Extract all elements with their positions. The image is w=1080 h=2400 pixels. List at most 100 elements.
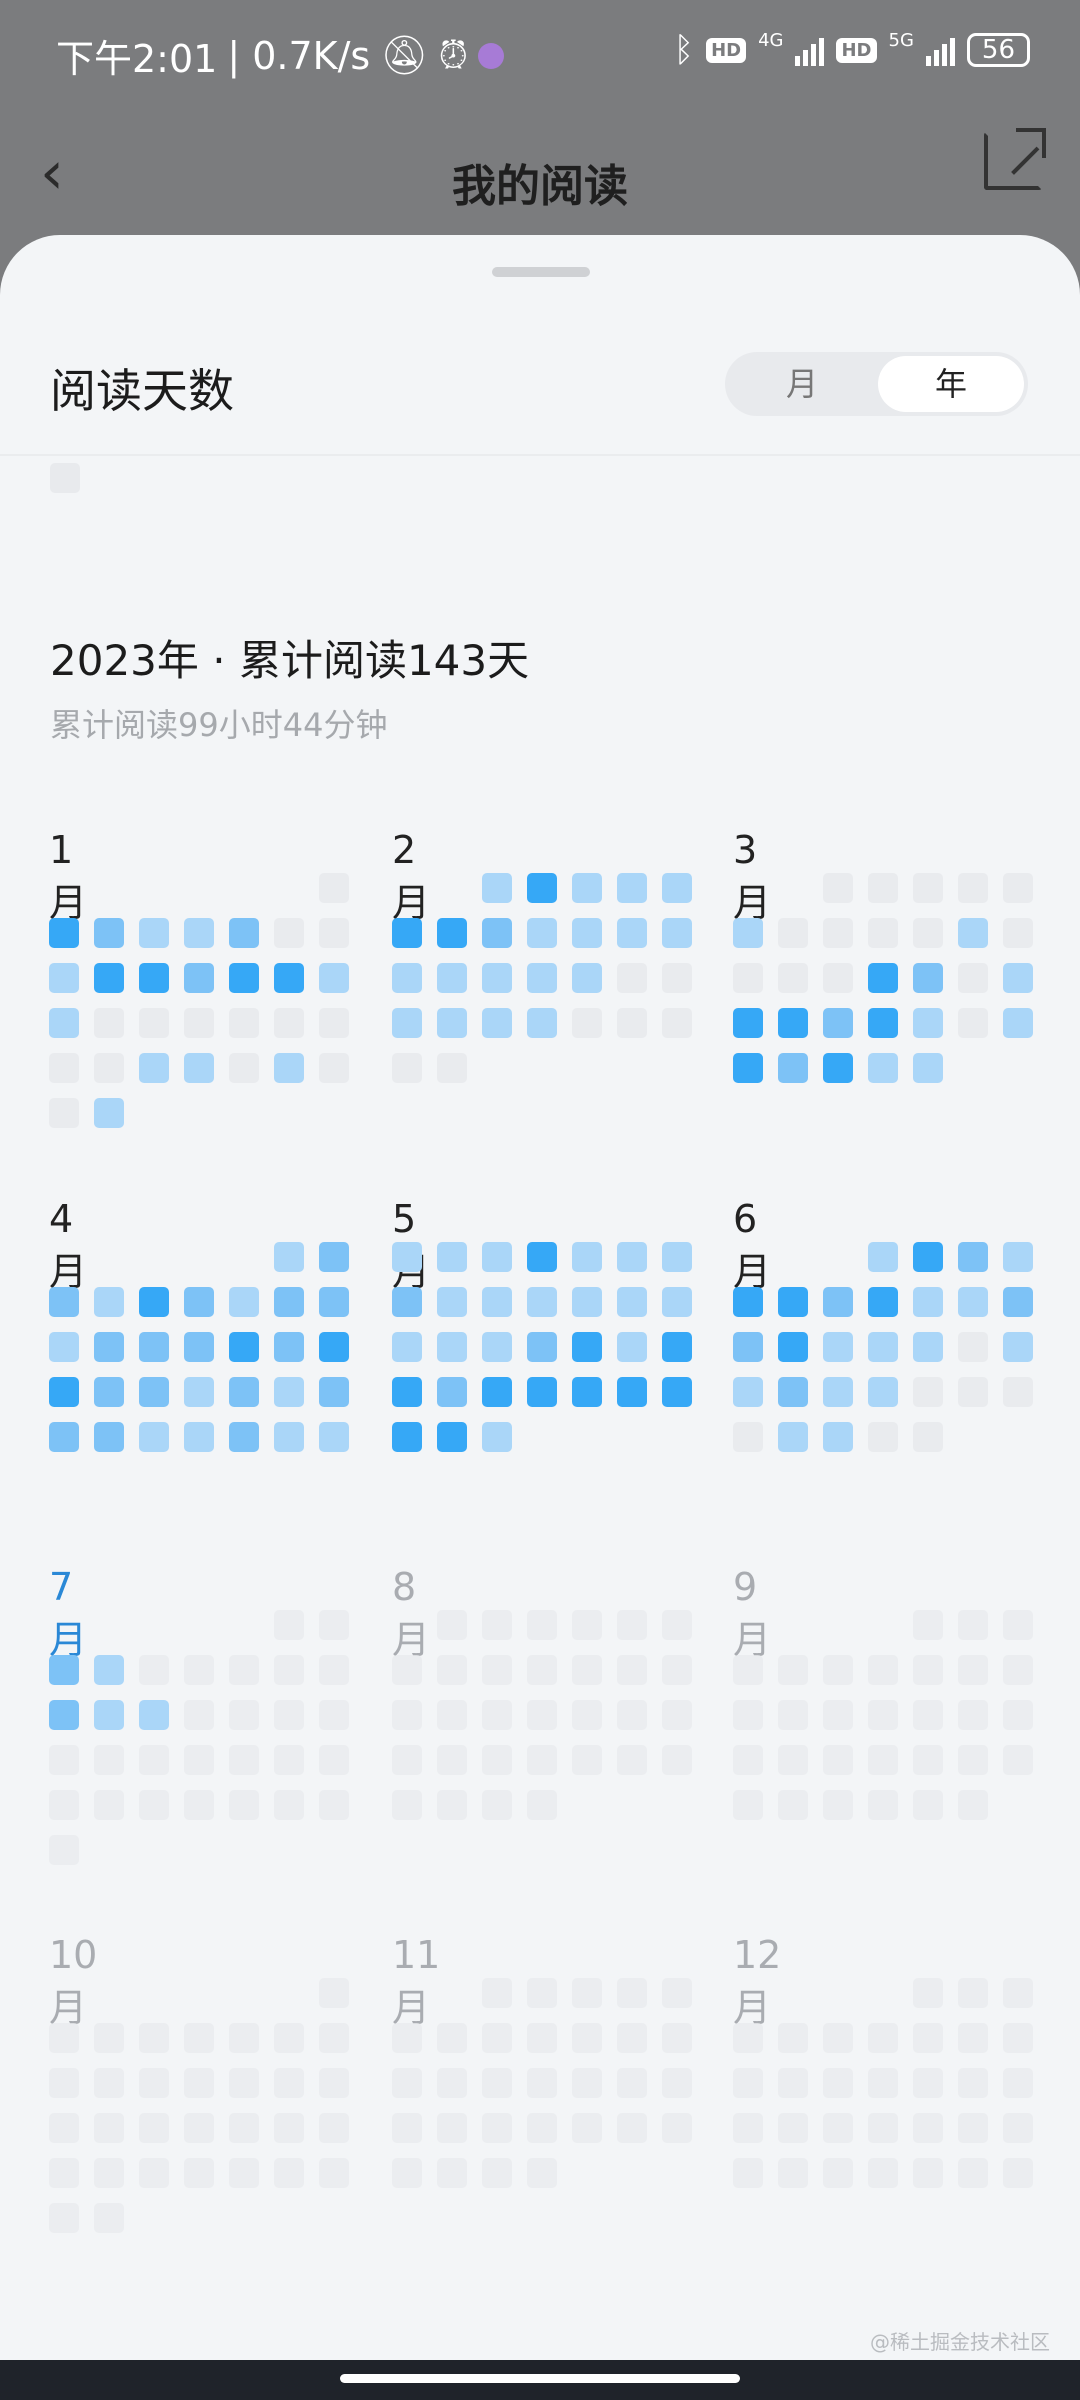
- day-cell[interactable]: [482, 918, 512, 948]
- day-cell[interactable]: [1003, 1008, 1033, 1038]
- day-cell[interactable]: [437, 1242, 467, 1272]
- day-cell[interactable]: [572, 1008, 602, 1038]
- share-icon[interactable]: [984, 128, 1046, 190]
- day-cell[interactable]: [437, 963, 467, 993]
- day-cell[interactable]: [572, 873, 602, 903]
- day-cell[interactable]: [527, 2068, 557, 2098]
- day-cell[interactable]: [913, 2068, 943, 2098]
- day-cell[interactable]: [392, 1053, 422, 1083]
- day-cell[interactable]: [392, 1745, 422, 1775]
- day-cell[interactable]: [527, 2023, 557, 2053]
- day-cell[interactable]: [868, 1700, 898, 1730]
- day-cell[interactable]: [958, 2023, 988, 2053]
- day-cell[interactable]: [868, 918, 898, 948]
- day-cell[interactable]: [958, 2068, 988, 2098]
- day-cell[interactable]: [733, 963, 763, 993]
- day-cell[interactable]: [184, 2113, 214, 2143]
- day-cell[interactable]: [733, 2113, 763, 2143]
- day-cell[interactable]: [437, 1655, 467, 1685]
- day-cell[interactable]: [319, 1790, 349, 1820]
- day-cell[interactable]: [1003, 1655, 1033, 1685]
- day-cell[interactable]: [482, 1422, 512, 1452]
- day-cell[interactable]: [274, 1790, 304, 1820]
- day-cell[interactable]: [482, 963, 512, 993]
- day-cell[interactable]: [139, 1700, 169, 1730]
- day-cell[interactable]: [868, 1053, 898, 1083]
- day-cell[interactable]: [139, 1422, 169, 1452]
- day-cell[interactable]: [139, 1790, 169, 1820]
- day-cell[interactable]: [49, 1377, 79, 1407]
- day-cell[interactable]: [823, 1655, 853, 1685]
- day-cell[interactable]: [662, 1745, 692, 1775]
- day-cell[interactable]: [617, 1610, 647, 1640]
- day-cell[interactable]: [733, 1655, 763, 1685]
- day-cell[interactable]: [319, 2068, 349, 2098]
- day-cell[interactable]: [49, 1098, 79, 1128]
- day-cell[interactable]: [229, 2068, 259, 2098]
- day-cell[interactable]: [662, 1377, 692, 1407]
- day-cell[interactable]: [319, 1008, 349, 1038]
- day-cell[interactable]: [392, 1242, 422, 1272]
- day-cell[interactable]: [823, 2113, 853, 2143]
- day-cell[interactable]: [572, 1655, 602, 1685]
- day-cell[interactable]: [733, 2023, 763, 2053]
- chevron-left-icon[interactable]: ‹: [40, 138, 64, 208]
- day-cell[interactable]: [662, 1242, 692, 1272]
- day-cell[interactable]: [823, 2023, 853, 2053]
- day-cell[interactable]: [482, 1745, 512, 1775]
- day-cell[interactable]: [482, 2113, 512, 2143]
- day-cell[interactable]: [319, 1242, 349, 1272]
- day-cell[interactable]: [572, 1377, 602, 1407]
- day-cell[interactable]: [1003, 1700, 1033, 1730]
- day-cell[interactable]: [527, 1745, 557, 1775]
- day-cell[interactable]: [94, 2023, 124, 2053]
- day-cell[interactable]: [778, 963, 808, 993]
- day-cell[interactable]: [437, 1008, 467, 1038]
- day-cell[interactable]: [778, 1655, 808, 1685]
- day-cell[interactable]: [662, 1700, 692, 1730]
- day-cell[interactable]: [913, 1287, 943, 1317]
- day-cell[interactable]: [823, 873, 853, 903]
- day-cell[interactable]: [437, 918, 467, 948]
- day-cell[interactable]: [868, 1422, 898, 1452]
- day-cell[interactable]: [958, 918, 988, 948]
- day-cell[interactable]: [572, 1287, 602, 1317]
- day-cell[interactable]: [913, 2023, 943, 2053]
- day-cell[interactable]: [139, 918, 169, 948]
- day-cell[interactable]: [662, 1978, 692, 2008]
- day-cell[interactable]: [1003, 1978, 1033, 2008]
- day-cell[interactable]: [274, 2158, 304, 2188]
- day-cell[interactable]: [572, 1745, 602, 1775]
- day-cell[interactable]: [913, 1978, 943, 2008]
- day-cell[interactable]: [617, 1978, 647, 2008]
- day-cell[interactable]: [392, 963, 422, 993]
- day-cell[interactable]: [958, 1287, 988, 1317]
- day-cell[interactable]: [319, 1422, 349, 1452]
- day-cell[interactable]: [184, 1422, 214, 1452]
- day-cell[interactable]: [482, 1377, 512, 1407]
- day-cell[interactable]: [868, 1332, 898, 1362]
- day-cell[interactable]: [184, 1655, 214, 1685]
- day-cell[interactable]: [229, 2023, 259, 2053]
- day-cell[interactable]: [527, 1655, 557, 1685]
- day-cell[interactable]: [94, 2203, 124, 2233]
- day-cell[interactable]: [274, 2113, 304, 2143]
- day-cell[interactable]: [868, 1790, 898, 1820]
- day-cell[interactable]: [482, 1790, 512, 1820]
- day-cell[interactable]: [662, 1287, 692, 1317]
- day-cell[interactable]: [184, 1745, 214, 1775]
- day-cell[interactable]: [527, 2158, 557, 2188]
- day-cell[interactable]: [49, 1745, 79, 1775]
- day-cell[interactable]: [733, 1053, 763, 1083]
- day-cell[interactable]: [617, 918, 647, 948]
- day-cell[interactable]: [319, 1610, 349, 1640]
- day-cell[interactable]: [617, 2068, 647, 2098]
- day-cell[interactable]: [392, 2113, 422, 2143]
- day-cell[interactable]: [274, 1610, 304, 1640]
- day-cell[interactable]: [184, 2158, 214, 2188]
- day-cell[interactable]: [913, 1745, 943, 1775]
- day-cell[interactable]: [662, 873, 692, 903]
- day-cell[interactable]: [274, 1422, 304, 1452]
- day-cell[interactable]: [617, 1287, 647, 1317]
- day-cell[interactable]: [139, 2023, 169, 2053]
